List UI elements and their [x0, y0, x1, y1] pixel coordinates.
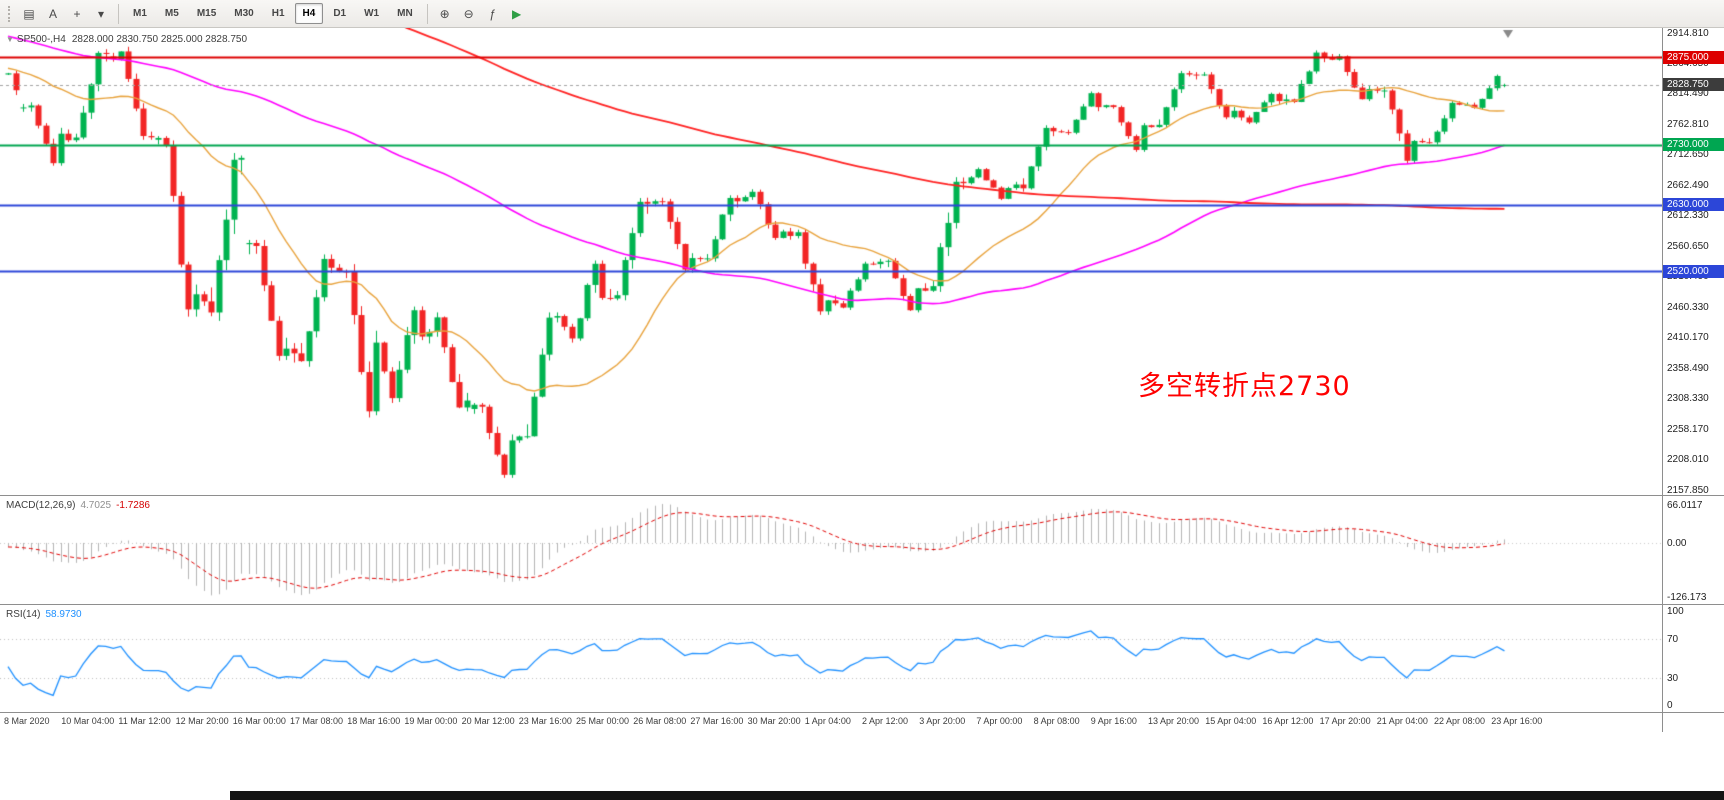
price-axis-label: 2410.170: [1667, 332, 1709, 344]
time-axis-label: 25 Mar 00:00: [576, 716, 630, 726]
timeframe-button-d1[interactable]: D1: [333, 8, 347, 19]
time-axis-label: 1 Apr 04:00: [804, 716, 851, 726]
rsi-canvas[interactable]: [0, 605, 1662, 712]
rsi-axis-label: 30: [1667, 673, 1679, 685]
timeframe-button-w1[interactable]: W1: [364, 8, 380, 19]
price-line-badge-2630: 2630.000: [1663, 198, 1724, 212]
price-axis-label: 2157.850: [1667, 484, 1709, 496]
price-axis-label: 2308.330: [1667, 393, 1709, 405]
timeframe-button-h1[interactable]: H1: [271, 8, 285, 19]
time-axis-label: 9 Apr 16:00: [1090, 716, 1137, 726]
current-price-badge: 2828.750: [1663, 78, 1724, 92]
time-axis-label: 8 Mar 2020: [4, 716, 50, 726]
time-axis-label: 18 Mar 16:00: [347, 716, 401, 726]
toolbar-separator: [426, 3, 428, 24]
price-line-badge-2520: 2520.000: [1663, 264, 1724, 278]
time-axis-label: 10 Mar 04:00: [61, 716, 115, 726]
price-axis-label: 2612.330: [1667, 210, 1709, 222]
price-chart-canvas[interactable]: [0, 28, 1662, 495]
macd-signal-value: -1.7286: [116, 500, 150, 511]
macd-axis-label: 0.00: [1667, 537, 1687, 549]
price-axis-label: 2814.490: [1667, 88, 1709, 100]
pane-separator[interactable]: [0, 604, 1724, 605]
toolbar-handle[interactable]: [8, 5, 13, 22]
time-axis-label: 12 Mar 20:00: [175, 716, 229, 726]
time-axis-label: 17 Mar 08:00: [290, 716, 344, 726]
symbol-ohlc-label: ▼ SP500-,H4 2828.000 2830.750 2825.000 282…: [6, 34, 247, 45]
rsi-axis-label: 100: [1667, 606, 1684, 617]
time-axis-label: 19 Mar 00:00: [404, 716, 458, 726]
price-axis-label: 2358.490: [1667, 362, 1709, 374]
draw-tools-dropdown-icon[interactable]: ▾: [97, 6, 105, 21]
time-axis-label: 27 Mar 16:00: [690, 716, 744, 726]
timeframe-button-m15[interactable]: M15: [196, 8, 217, 19]
timeframe-button-mn[interactable]: MN: [397, 8, 413, 19]
toolbar: ▤ A + ▾ M1 M5 M15 M30 H1 H4 D1 W1 MN ⊕ ⊖ ƒ ▶: [0, 0, 1724, 28]
rsi-label: RSI(14) 58.9730: [6, 609, 82, 620]
price-axis-label: 2712.650: [1667, 149, 1709, 161]
price-line-badge-2875: 2875.000: [1663, 50, 1724, 64]
time-axis-label: 23 Mar 16:00: [518, 716, 572, 726]
zoom-in-icon[interactable]: ⊕: [439, 6, 450, 21]
price-axis-label: 2560.650: [1667, 240, 1709, 252]
time-axis-label: 8 Apr 08:00: [1033, 716, 1080, 726]
macd-axis-label: 66.0117: [1667, 499, 1703, 511]
macd-name: MACD(12,26,9): [6, 500, 76, 511]
time-axis-label: 20 Mar 12:00: [461, 716, 515, 726]
price-axis-label: 2258.170: [1667, 423, 1709, 435]
timeframe-button-h4[interactable]: H4: [294, 3, 324, 24]
chart-annotation-text[interactable]: 多空转折点2730: [1138, 371, 1351, 402]
time-axis-label: 11 Mar 12:00: [118, 716, 171, 726]
timeframe-button-m1[interactable]: M1: [133, 8, 147, 19]
macd-axis-label: -126.173: [1667, 592, 1707, 603]
time-axis-label: 23 Apr 16:00: [1491, 716, 1543, 726]
time-axis-label: 30 Mar 20:00: [747, 716, 801, 726]
timeframes-group: M1 M5 M15 M30 H1 H4 D1 W1 MN: [125, 3, 421, 24]
toolbar-separator: [118, 3, 119, 24]
symbol-period-label: SP500-,H4: [16, 34, 66, 45]
price-axis-border: [1662, 28, 1663, 732]
autotrading-icon[interactable]: ▶: [512, 6, 522, 21]
crosshair-icon[interactable]: +: [73, 6, 81, 21]
rsi-name: RSI(14): [6, 609, 41, 620]
text-tool-icon[interactable]: A: [48, 6, 57, 21]
time-axis-label: 2 Apr 12:00: [862, 716, 909, 726]
time-axis-label: 22 Apr 08:00: [1434, 716, 1486, 726]
time-axis-label: 7 Apr 00:00: [976, 716, 1023, 726]
taskbar-strip: [230, 791, 1724, 800]
time-axis-label: 16 Apr 12:00: [1262, 716, 1314, 726]
time-axis-separator: [0, 712, 1724, 713]
time-axis-label: 15 Apr 04:00: [1205, 716, 1257, 726]
time-axis-label: 16 Mar 00:00: [232, 716, 286, 726]
time-axis-label: 26 Mar 08:00: [633, 716, 687, 726]
charts-list-icon[interactable]: ▤: [23, 6, 35, 21]
price-axis-label: 2762.810: [1667, 118, 1709, 130]
zoom-out-icon[interactable]: ⊖: [463, 6, 474, 21]
ohlc-values: 2828.000 2830.750 2825.000 2828.750: [71, 34, 248, 45]
time-axis-label: 13 Apr 20:00: [1148, 716, 1200, 726]
macd-canvas[interactable]: [0, 496, 1662, 604]
symbol-dropdown-icon[interactable]: ▼: [6, 35, 14, 44]
time-axis-label: 17 Apr 20:00: [1319, 716, 1371, 726]
rsi-value: 58.9730: [45, 609, 82, 620]
indicators-icon[interactable]: ƒ: [489, 6, 497, 21]
price-axis-label: 2460.330: [1667, 301, 1709, 313]
price-axis-label: 2662.490: [1667, 179, 1709, 191]
time-axis-label: 21 Apr 04:00: [1376, 716, 1428, 726]
chart-tools-group: ⊕ ⊖ ƒ ▶: [434, 3, 528, 25]
price-axis-label: 2914.810: [1667, 27, 1709, 39]
rsi-axis-label: 0: [1667, 700, 1673, 711]
macd-main-value: 4.7025: [80, 500, 112, 511]
timeframe-button-m30[interactable]: M30: [234, 8, 254, 19]
pane-separator[interactable]: [0, 495, 1724, 496]
price-line-badge-2730: 2730.000: [1663, 138, 1724, 152]
rsi-axis-label: 70: [1667, 633, 1679, 645]
price-axis-label: 2208.010: [1667, 454, 1709, 466]
drawing-tools-group: ▤ A + ▾: [18, 3, 112, 25]
timeframe-button-m5[interactable]: M5: [164, 8, 179, 19]
macd-label: MACD(12,26,9) 4.7025 -1.7286: [6, 500, 150, 511]
time-axis-label: 3 Apr 20:00: [919, 716, 966, 726]
